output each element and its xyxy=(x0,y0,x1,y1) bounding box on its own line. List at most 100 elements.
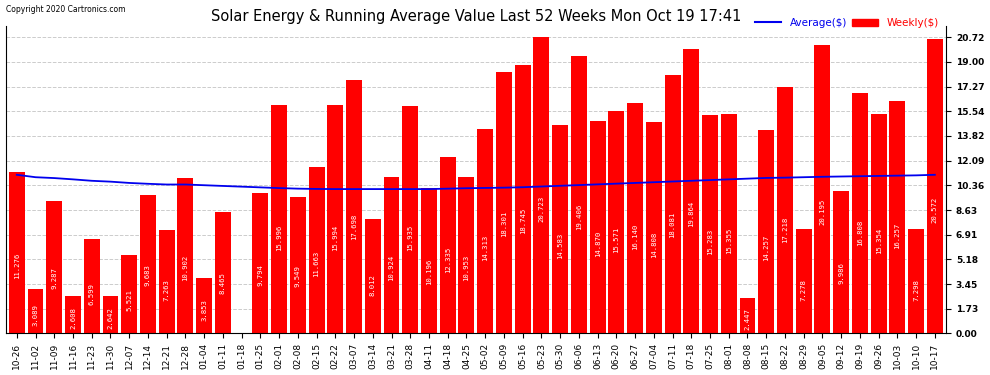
Bar xyxy=(383,177,400,333)
Bar xyxy=(496,72,512,333)
Text: 6.599: 6.599 xyxy=(89,283,95,305)
Bar xyxy=(421,188,437,333)
Text: Copyright 2020 Cartronics.com: Copyright 2020 Cartronics.com xyxy=(6,5,125,14)
Text: 8.012: 8.012 xyxy=(370,274,376,296)
Bar xyxy=(645,122,661,333)
Text: 10.924: 10.924 xyxy=(388,255,394,281)
Title: Solar Energy & Running Average Value Last 52 Weeks Mon Oct 19 17:41: Solar Energy & Running Average Value Las… xyxy=(211,9,741,24)
Bar xyxy=(121,255,138,333)
Text: 7.278: 7.278 xyxy=(801,279,807,301)
Bar xyxy=(271,105,287,333)
Bar xyxy=(721,114,737,333)
Bar xyxy=(215,213,231,333)
Text: 11.663: 11.663 xyxy=(314,251,320,277)
Text: 10.953: 10.953 xyxy=(463,255,469,281)
Bar xyxy=(65,296,81,333)
Bar xyxy=(158,230,174,333)
Text: 9.794: 9.794 xyxy=(257,264,263,286)
Bar xyxy=(140,195,155,333)
Legend: Average($), Weekly($): Average($), Weekly($) xyxy=(753,16,940,30)
Bar xyxy=(252,194,268,333)
Bar xyxy=(927,39,942,333)
Text: 15.935: 15.935 xyxy=(407,225,413,251)
Bar xyxy=(815,45,831,333)
Bar xyxy=(740,298,755,333)
Bar xyxy=(870,114,887,333)
Text: 11.276: 11.276 xyxy=(14,253,20,279)
Text: 2.608: 2.608 xyxy=(70,307,76,329)
Bar xyxy=(290,197,306,333)
Text: 15.283: 15.283 xyxy=(707,229,713,255)
Bar xyxy=(534,37,549,333)
Text: 20.572: 20.572 xyxy=(932,197,938,223)
Bar xyxy=(458,177,474,333)
Bar xyxy=(477,129,493,333)
Text: 15.994: 15.994 xyxy=(333,224,339,251)
Bar xyxy=(103,296,119,333)
Text: 14.870: 14.870 xyxy=(595,231,601,257)
Bar xyxy=(889,101,905,333)
Text: 16.257: 16.257 xyxy=(894,223,900,249)
Text: 3.089: 3.089 xyxy=(33,304,39,326)
Text: 9.287: 9.287 xyxy=(51,267,57,289)
Text: 7.263: 7.263 xyxy=(163,279,169,301)
Bar xyxy=(328,105,344,333)
Bar xyxy=(28,289,44,333)
Text: 18.745: 18.745 xyxy=(520,208,526,234)
Text: 19.406: 19.406 xyxy=(576,204,582,230)
Bar xyxy=(609,111,625,333)
Text: 17.698: 17.698 xyxy=(351,214,357,240)
Bar xyxy=(515,66,531,333)
Bar xyxy=(683,50,699,333)
Text: 14.257: 14.257 xyxy=(763,235,769,261)
Text: 20.195: 20.195 xyxy=(820,199,826,225)
Text: 7.298: 7.298 xyxy=(913,279,919,301)
Text: 15.354: 15.354 xyxy=(875,228,882,254)
Bar xyxy=(571,56,587,333)
Text: 18.301: 18.301 xyxy=(501,210,507,237)
Bar xyxy=(852,93,868,333)
Text: 10.196: 10.196 xyxy=(426,259,432,285)
Text: 10.902: 10.902 xyxy=(182,255,188,281)
Text: 14.583: 14.583 xyxy=(557,233,563,259)
Bar xyxy=(346,81,362,333)
Bar xyxy=(196,278,212,333)
Bar xyxy=(627,103,644,333)
Text: 15.996: 15.996 xyxy=(276,224,282,251)
Bar xyxy=(834,191,849,333)
Text: 9.986: 9.986 xyxy=(839,262,844,285)
Bar xyxy=(702,115,718,333)
Bar xyxy=(590,121,606,333)
Bar xyxy=(365,219,381,333)
Bar xyxy=(908,229,924,333)
Bar xyxy=(402,106,418,333)
Text: 19.864: 19.864 xyxy=(688,201,694,227)
Text: 20.723: 20.723 xyxy=(539,196,545,222)
Text: 5.521: 5.521 xyxy=(126,290,133,311)
Text: 16.808: 16.808 xyxy=(857,219,863,246)
Bar xyxy=(9,172,25,333)
Text: 9.683: 9.683 xyxy=(145,264,150,286)
Bar xyxy=(84,239,100,333)
Text: 18.081: 18.081 xyxy=(669,212,675,238)
Text: 3.853: 3.853 xyxy=(201,299,207,321)
Bar xyxy=(309,167,325,333)
Bar xyxy=(796,230,812,333)
Text: 9.549: 9.549 xyxy=(295,265,301,287)
Text: 14.313: 14.313 xyxy=(482,234,488,261)
Text: 12.335: 12.335 xyxy=(445,246,450,273)
Text: 8.465: 8.465 xyxy=(220,272,226,294)
Bar xyxy=(758,130,774,333)
Text: 16.140: 16.140 xyxy=(632,224,639,250)
Bar xyxy=(552,125,568,333)
Bar xyxy=(664,75,680,333)
Bar xyxy=(47,201,62,333)
Text: 15.571: 15.571 xyxy=(614,227,620,253)
Text: 2.642: 2.642 xyxy=(108,307,114,328)
Text: 14.808: 14.808 xyxy=(650,231,656,258)
Text: 15.355: 15.355 xyxy=(726,228,732,254)
Text: 17.218: 17.218 xyxy=(782,217,788,243)
Bar xyxy=(777,87,793,333)
Text: 2.447: 2.447 xyxy=(744,308,750,330)
Bar xyxy=(440,157,455,333)
